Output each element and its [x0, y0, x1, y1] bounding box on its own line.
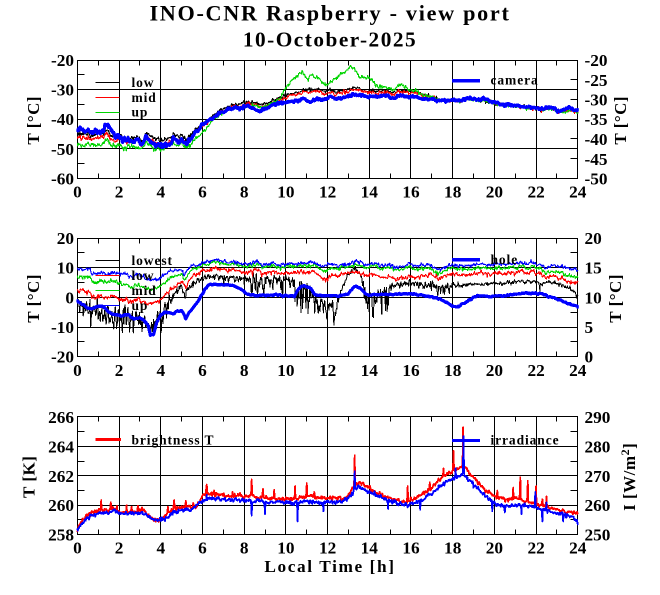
svg-text:T [K]: T [K]	[20, 456, 39, 498]
svg-text:mid: mid	[132, 283, 157, 298]
svg-text:0: 0	[73, 182, 82, 201]
svg-text:18: 18	[444, 538, 462, 557]
svg-text:14: 14	[361, 182, 379, 201]
svg-text:24: 24	[569, 182, 587, 201]
svg-text:290: 290	[585, 408, 611, 427]
svg-text:T [°C]: T [°C]	[24, 96, 43, 145]
svg-text:20: 20	[486, 361, 503, 380]
svg-text:0: 0	[73, 538, 82, 557]
svg-text:14: 14	[361, 538, 379, 557]
svg-text:Local Time [h]: Local Time [h]	[264, 557, 395, 576]
svg-text:12: 12	[319, 182, 336, 201]
svg-text:10: 10	[277, 361, 294, 380]
svg-text:-40: -40	[51, 110, 74, 129]
svg-text:low: low	[132, 75, 155, 90]
svg-text:6: 6	[198, 538, 207, 557]
svg-text:0: 0	[73, 361, 82, 380]
svg-text:262: 262	[48, 467, 74, 486]
svg-text:20: 20	[585, 229, 602, 248]
svg-text:mid: mid	[132, 90, 157, 105]
svg-text:6: 6	[198, 361, 207, 380]
svg-text:260: 260	[585, 496, 611, 515]
svg-text:20: 20	[486, 538, 503, 557]
svg-text:18: 18	[444, 361, 462, 380]
svg-text:-30: -30	[51, 81, 74, 100]
svg-text:6: 6	[198, 182, 207, 201]
svg-text:10: 10	[277, 538, 294, 557]
svg-text:hole: hole	[491, 252, 519, 267]
svg-text:-60: -60	[51, 170, 74, 189]
svg-text:-40: -40	[585, 130, 608, 149]
svg-text:T [°C]: T [°C]	[24, 274, 43, 323]
svg-text:258: 258	[48, 526, 74, 545]
svg-text:irradiance: irradiance	[491, 433, 560, 448]
svg-text:20: 20	[486, 182, 503, 201]
svg-text:2: 2	[115, 182, 124, 201]
svg-text:INO-CNR Raspberry - view port: INO-CNR Raspberry - view port	[149, 1, 510, 26]
svg-text:up: up	[132, 105, 149, 120]
svg-text:260: 260	[48, 496, 74, 515]
svg-text:-30: -30	[585, 91, 608, 110]
svg-text:-20: -20	[51, 348, 74, 367]
svg-text:16: 16	[402, 182, 420, 201]
svg-text:24: 24	[569, 538, 587, 557]
svg-text:16: 16	[402, 361, 420, 380]
svg-text:-20: -20	[51, 51, 74, 70]
svg-text:lowest: lowest	[132, 253, 173, 268]
svg-text:22: 22	[527, 538, 544, 557]
svg-text:12: 12	[319, 361, 336, 380]
svg-text:camera: camera	[491, 73, 539, 88]
svg-text:4: 4	[156, 182, 165, 201]
svg-text:2: 2	[115, 361, 124, 380]
svg-text:10-October-2025: 10-October-2025	[243, 28, 417, 52]
svg-text:up: up	[132, 298, 149, 313]
svg-text:8: 8	[240, 182, 249, 201]
svg-text:12: 12	[319, 538, 336, 557]
svg-text:T [°C]: T [°C]	[611, 96, 630, 145]
svg-text:0: 0	[585, 348, 594, 367]
svg-text:-50: -50	[585, 170, 608, 189]
svg-text:280: 280	[585, 437, 611, 456]
svg-text:264: 264	[48, 437, 74, 456]
svg-text:266: 266	[48, 408, 74, 427]
svg-text:T [°C]: T [°C]	[606, 274, 625, 323]
svg-text:8: 8	[240, 538, 249, 557]
svg-text:I [W/m2]: I [W/m2]	[618, 443, 639, 511]
svg-text:18: 18	[444, 182, 462, 201]
svg-text:20: 20	[57, 229, 74, 248]
svg-text:250: 250	[585, 526, 611, 545]
svg-text:-20: -20	[585, 51, 608, 70]
svg-text:brightness T: brightness T	[132, 432, 215, 447]
svg-text:24: 24	[569, 361, 587, 380]
svg-text:2: 2	[115, 538, 124, 557]
svg-text:0: 0	[65, 288, 74, 307]
svg-text:22: 22	[527, 361, 544, 380]
svg-text:-35: -35	[585, 110, 608, 129]
svg-text:14: 14	[361, 361, 379, 380]
svg-text:15: 15	[585, 259, 602, 278]
svg-text:4: 4	[156, 361, 165, 380]
svg-text:16: 16	[402, 538, 420, 557]
svg-text:270: 270	[585, 467, 611, 486]
svg-text:-50: -50	[51, 140, 74, 159]
svg-text:-10: -10	[51, 318, 74, 337]
svg-text:-25: -25	[585, 71, 608, 90]
svg-text:low: low	[132, 268, 155, 283]
svg-text:4: 4	[156, 538, 165, 557]
svg-text:10: 10	[585, 288, 602, 307]
svg-text:10: 10	[277, 182, 294, 201]
svg-text:-45: -45	[585, 150, 608, 169]
svg-text:5: 5	[585, 318, 594, 337]
svg-text:10: 10	[57, 259, 74, 278]
svg-text:22: 22	[527, 182, 544, 201]
svg-text:8: 8	[240, 361, 249, 380]
